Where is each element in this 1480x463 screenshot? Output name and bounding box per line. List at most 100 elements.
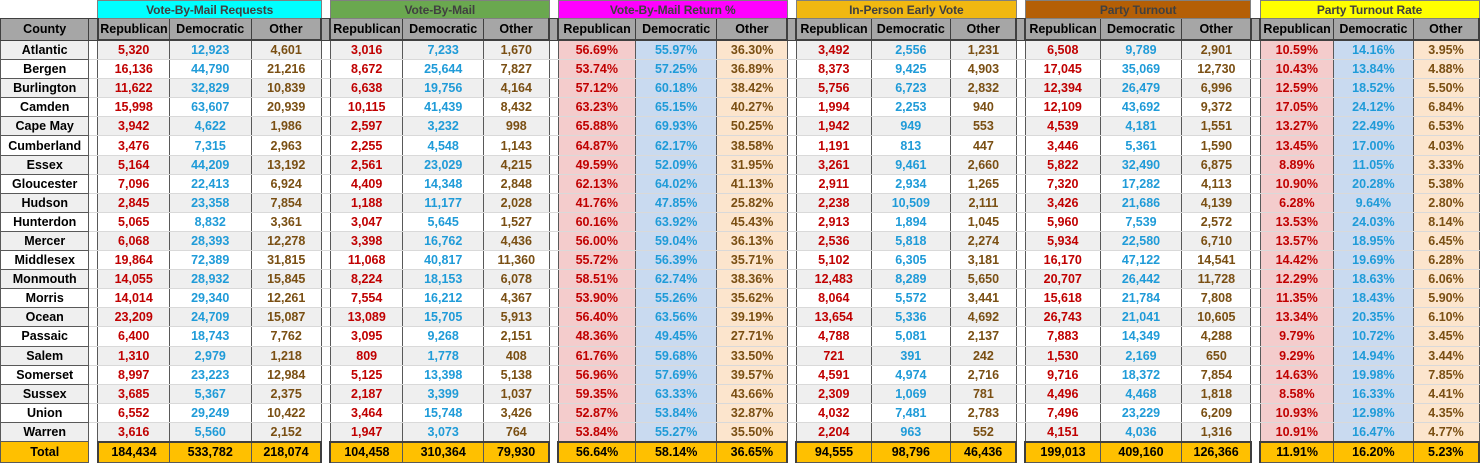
cell-vbm_requests-oth: 12,984	[250, 364, 322, 385]
cell-early_vote-rep: 8,064	[795, 288, 872, 309]
cell-vbm_requests-dem: 12,923	[168, 39, 252, 61]
cell-party_turnout-rep: 5,960	[1024, 211, 1101, 232]
cell-vbm-dem: 9,268	[402, 326, 484, 347]
cell-party_turnout_rate-dem: 19.98%	[1333, 364, 1414, 385]
total-vbm-oth: 79,930	[482, 441, 551, 463]
cell-vbm_requests-oth: 2,152	[250, 421, 322, 443]
total-party_turnout_rate-dem: 16.20%	[1333, 441, 1414, 463]
cell-party_turnout_rate-oth: 4.88%	[1412, 59, 1480, 80]
cell-vbm_requests-oth: 15,845	[250, 269, 322, 290]
row-gap	[1015, 59, 1026, 80]
county-name: Cumberland	[0, 135, 90, 156]
row-gap	[548, 97, 559, 118]
cell-party_turnout_rate-dem: 16.47%	[1333, 421, 1414, 443]
cell-party_turnout-rep: 7,496	[1024, 402, 1101, 423]
cell-party_turnout-oth: 4,288	[1181, 326, 1252, 347]
cell-vbm_requests-oth: 21,216	[250, 59, 322, 80]
cell-vbm_return_pct-dem: 59.68%	[634, 345, 718, 366]
cell-vbm-rep: 1,188	[329, 192, 404, 213]
cell-vbm_return_pct-dem: 64.02%	[634, 173, 718, 194]
cell-vbm_requests-rep: 5,320	[97, 39, 170, 61]
cell-early_vote-oth: 1,045	[950, 211, 1017, 232]
cell-early_vote-oth: 3,181	[950, 250, 1017, 271]
cell-party_turnout-rep: 9,716	[1024, 364, 1101, 385]
row-gap	[320, 78, 331, 99]
row-gap	[88, 78, 99, 99]
table-row: Cape May 3,942 4,622 1,986 2,597 3,232 998 65.8…	[0, 116, 1480, 137]
cell-party_turnout_rate-oth: 3.95%	[1412, 39, 1480, 61]
row-gap	[88, 250, 99, 271]
cell-vbm-rep: 4,409	[329, 173, 404, 194]
cell-vbm-oth: 8,432	[482, 97, 550, 118]
row-gap	[786, 269, 797, 290]
cell-vbm_requests-dem: 29,340	[168, 288, 252, 309]
cell-early_vote-rep: 1,191	[795, 135, 872, 156]
cell-party_turnout_rate-oth: 4.35%	[1412, 402, 1480, 423]
row-gap	[1016, 422, 1026, 442]
cell-party_turnout-dem: 21,784	[1099, 288, 1183, 309]
cell-party_turnout_rate-rep: 10.90%	[1259, 173, 1335, 194]
cell-party_turnout-rep: 4,539	[1024, 116, 1101, 137]
cell-vbm_return_pct-oth: 33.50%	[716, 345, 788, 366]
row-gap	[88, 326, 99, 347]
cell-early_vote-dem: 9,461	[870, 154, 952, 175]
county-name: Middlesex	[0, 250, 90, 271]
cell-vbm_requests-oth: 3,361	[250, 211, 322, 232]
cell-vbm-dem: 5,645	[402, 211, 484, 232]
table-row: Burlington 11,622 32,829 10,839 6,638 19,756 4…	[0, 78, 1480, 99]
cell-party_turnout-dem: 26,442	[1099, 269, 1183, 290]
cell-early_vote-dem: 6,723	[870, 78, 952, 99]
header-other-g4: Other	[950, 18, 1018, 41]
row-gap	[1015, 97, 1026, 118]
cell-vbm-dem: 40,817	[402, 250, 484, 271]
cell-early_vote-oth: 781	[950, 383, 1017, 404]
cell-early_vote-rep: 2,536	[795, 230, 872, 252]
row-gap	[320, 288, 331, 309]
cell-vbm_requests-rep: 19,864	[97, 250, 170, 271]
cell-party_turnout-oth: 1,316	[1181, 421, 1252, 443]
cell-vbm-oth: 11,360	[482, 250, 550, 271]
cell-party_turnout-oth: 6,710	[1181, 230, 1252, 252]
cell-early_vote-dem: 1,894	[870, 211, 952, 232]
header-democratic-g2: Democratic	[402, 18, 484, 41]
cell-vbm_requests-rep: 16,136	[97, 59, 170, 80]
cell-vbm-rep: 8,224	[329, 269, 404, 290]
cell-vbm-oth: 764	[482, 421, 550, 443]
cell-vbm_requests-oth: 4,601	[250, 39, 322, 61]
county-name: Essex	[0, 154, 90, 175]
cell-vbm_return_pct-rep: 49.59%	[557, 154, 636, 175]
cell-vbm_requests-oth: 7,854	[250, 192, 322, 213]
cell-party_turnout-oth: 1,590	[1181, 135, 1252, 156]
cell-vbm_return_pct-dem: 57.69%	[634, 364, 718, 385]
row-gap	[88, 211, 99, 232]
cell-early_vote-dem: 2,253	[870, 97, 952, 118]
cell-vbm_requests-dem: 24,709	[168, 307, 252, 328]
table-row: Passaic 6,400 18,743 7,762 3,095 9,268 2,151 48…	[0, 326, 1480, 347]
header-democratic-g6: Democratic	[1333, 18, 1414, 41]
row-gap	[1250, 173, 1261, 194]
band-gap	[88, 0, 98, 19]
county-name: Somerset	[0, 364, 90, 385]
cell-party_turnout-oth: 2,901	[1181, 39, 1252, 61]
cell-vbm_requests-dem: 23,358	[168, 192, 252, 213]
cell-vbm-rep: 3,047	[329, 211, 404, 232]
cell-vbm_requests-oth: 7,762	[250, 326, 322, 347]
cell-early_vote-rep: 5,756	[795, 78, 872, 99]
header-gap	[786, 18, 797, 41]
cell-early_vote-dem: 10,509	[870, 192, 952, 213]
cell-vbm-rep: 8,672	[329, 59, 404, 80]
row-gap	[1015, 402, 1026, 423]
row-gap	[549, 422, 559, 442]
header-democratic-g5: Democratic	[1099, 18, 1183, 41]
cell-party_turnout_rate-dem: 14.94%	[1333, 345, 1414, 366]
band-title-row: Vote-By-Mail Requests Vote-By-Mail Vote-By…	[0, 0, 1480, 19]
cell-vbm_requests-rep: 5,065	[97, 211, 170, 232]
cell-vbm-oth: 5,913	[482, 307, 550, 328]
cell-party_turnout_rate-dem: 9.64%	[1333, 192, 1414, 213]
table-row: Atlantic 5,320 12,923 4,601 3,016 7,233 1,670 5…	[0, 39, 1480, 61]
cell-vbm-rep: 6,638	[329, 78, 404, 99]
table-row: Monmouth 14,055 28,932 15,845 8,224 18,153 6,0…	[0, 269, 1480, 290]
row-gap	[1015, 173, 1026, 194]
cell-party_turnout_rate-rep: 12.29%	[1259, 269, 1335, 290]
cell-party_turnout_rate-dem: 18.95%	[1333, 230, 1414, 252]
